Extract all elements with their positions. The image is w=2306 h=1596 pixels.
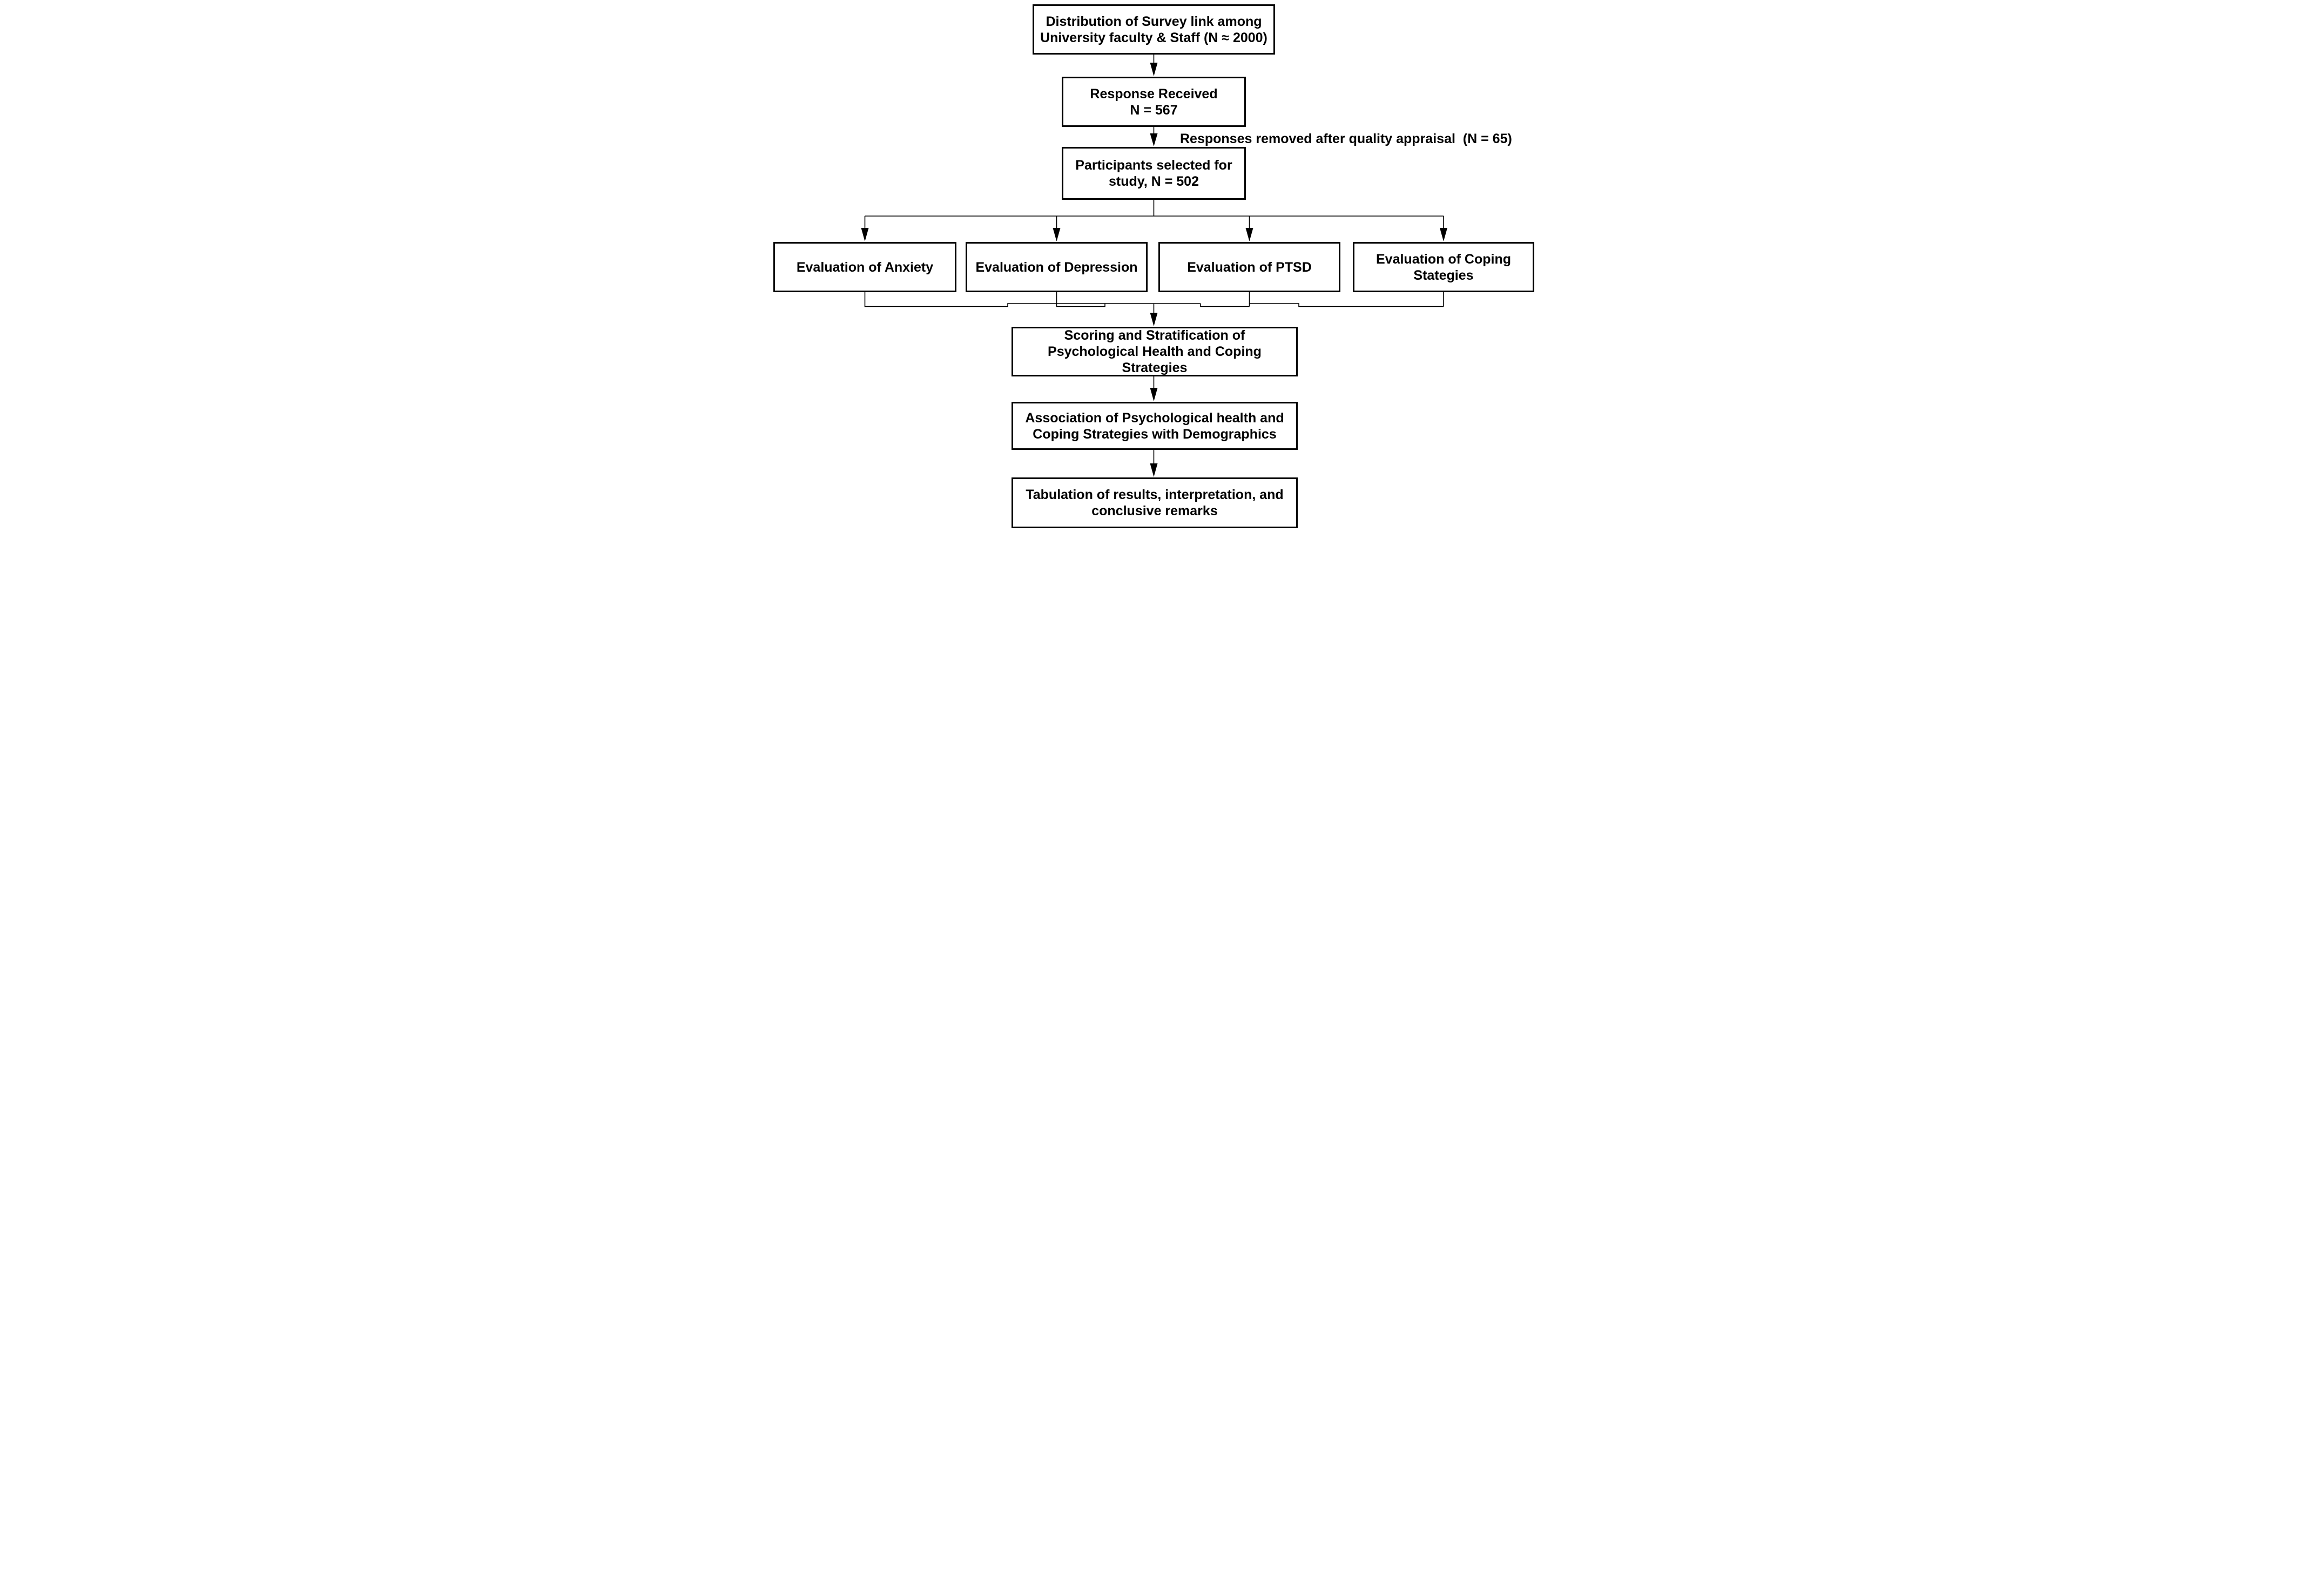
flow-box-evaluation-depression: Evaluation of Depression <box>966 242 1148 292</box>
flow-box-participants-selected: Participants selected for study, N = 502 <box>1062 147 1246 200</box>
flow-box-tabulation-results-label: Tabulation of results, interpretation, a… <box>1026 487 1284 518</box>
arrow-scoring-to-association <box>1150 376 1158 401</box>
flow-box-scoring-stratification-label: Scoring and Stratification of Psychologi… <box>1048 328 1262 375</box>
quality-removal-note: Responses removed after quality appraisa… <box>1180 131 1512 146</box>
connector-layer <box>861 55 1447 477</box>
flowchart-canvas: Distribution of Survey link among Univer… <box>768 0 1538 532</box>
flow-box-evaluation-coping-strategies-label: Evaluation of Coping Stategies <box>1376 251 1511 283</box>
flow-box-evaluation-anxiety-label: Evaluation of Anxiety <box>796 259 934 275</box>
arrow-response-to-participants <box>1150 127 1158 146</box>
flow-box-distribution: Distribution of Survey link among Univer… <box>1033 4 1275 55</box>
flow-box-distribution-label: Distribution of Survey link among Univer… <box>1040 14 1267 45</box>
flow-box-evaluation-ptsd: Evaluation of PTSD <box>1158 242 1340 292</box>
flow-box-tabulation-results: Tabulation of results, interpretation, a… <box>1012 477 1298 528</box>
flow-box-association-demographics-label: Association of Psychological health and … <box>1025 410 1284 442</box>
flow-box-scoring-stratification: Scoring and Stratification of Psychologi… <box>1012 327 1298 376</box>
arrow-distribution-to-response <box>1150 55 1158 76</box>
flow-box-evaluation-coping-strategies: Evaluation of Coping Stategies <box>1353 242 1534 292</box>
flow-box-association-demographics: Association of Psychological health and … <box>1012 402 1298 450</box>
flow-box-evaluation-ptsd-label: Evaluation of PTSD <box>1187 259 1312 275</box>
flow-box-evaluation-depression-label: Evaluation of Depression <box>975 259 1138 275</box>
flow-box-evaluation-anxiety: Evaluation of Anxiety <box>773 242 956 292</box>
flow-box-participants-selected-label: Participants selected for study, N = 502 <box>1075 158 1232 189</box>
merge-evaluations-to-scoring <box>864 292 1444 326</box>
flow-box-response-received-label: Response Received N = 567 <box>1090 86 1218 118</box>
arrow-association-to-tabulation <box>1150 450 1158 477</box>
branch-participants-to-evaluations <box>861 200 1447 241</box>
flow-box-response-received: Response Received N = 567 <box>1062 77 1246 127</box>
